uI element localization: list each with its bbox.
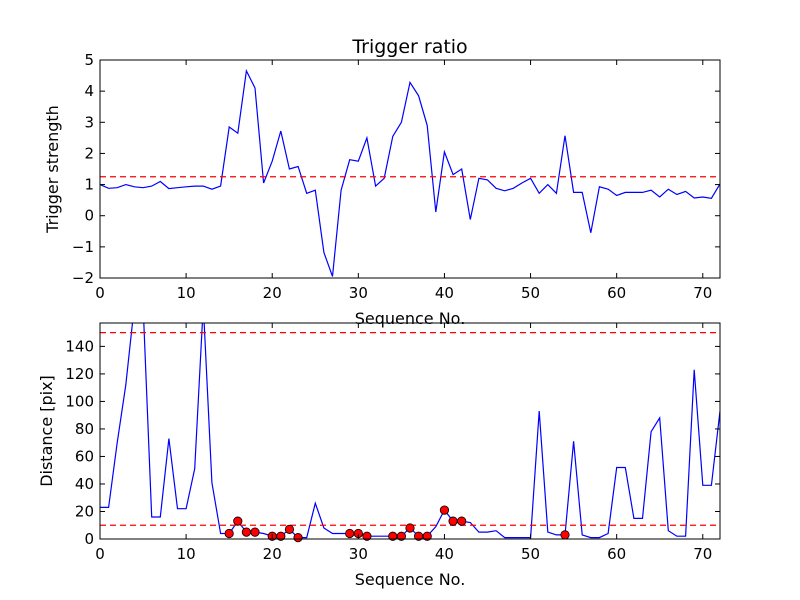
data-point-marker (284, 524, 295, 534)
data-point-marker (250, 527, 260, 537)
x-tick-label: 10 (177, 545, 196, 563)
x-tick-label: 0 (95, 545, 105, 563)
y-tick-label: 120 (65, 365, 94, 383)
data-point-marker (233, 516, 243, 526)
y-tick-label: 80 (75, 420, 94, 438)
data-point-marker (345, 528, 355, 539)
data-point-marker (448, 516, 458, 526)
data-point-marker (560, 530, 570, 540)
chart-title: Trigger ratio (351, 36, 467, 58)
x-axis-label: Sequence No. (355, 309, 466, 328)
trigger-strength-panel: Trigger ratio 0 10 20 30 40 50 60 70−2−1012345 … (43, 36, 721, 328)
data-point-marker (405, 523, 415, 533)
y-tick-label: −2 (72, 269, 94, 287)
trigger-plot-area: 0 10 20 30 40 50 60 70 −2 −1 0 1 2 3 4 5 (72, 51, 721, 302)
y-tick-label: 4 (84, 82, 94, 100)
y-tick-label: 60 (75, 447, 94, 465)
x-tick-label: 0 (95, 284, 105, 302)
data-point-marker (293, 533, 303, 543)
y-axis-label: Distance [pix] (37, 375, 56, 487)
y-tick-label: 0 (84, 207, 94, 225)
axes-frame (99, 59, 721, 279)
data-point-marker (224, 528, 234, 539)
y-tick-label: 1 (84, 176, 94, 194)
x-tick-label: 30 (349, 284, 368, 302)
y-tick-label: 0 (84, 530, 94, 548)
x-tick-label: 30 (349, 545, 368, 563)
data-point-marker (457, 516, 467, 526)
y-axis-label: Trigger strength (43, 105, 62, 234)
x-axis-label: Sequence No. (355, 570, 466, 589)
x-tick-label: 20 (263, 545, 282, 563)
axes-frame (99, 322, 721, 540)
y-tick-label: 100 (65, 392, 94, 410)
y-tick-label: 5 (84, 51, 94, 69)
x-tick-label: 20 (263, 284, 282, 302)
x-tick-label: 10 (177, 284, 196, 302)
y-tick-label: 2 (84, 144, 94, 162)
x-tick-label: 50 (521, 545, 540, 563)
y-tick-label: 20 (75, 502, 94, 520)
x-tick-label: 40 (435, 284, 454, 302)
distance-panel: 0 10 20 30 40 50 60 70 0 20 40 60 80 100 120 140 Sequen… (37, 322, 721, 589)
y-tick-label: 40 (75, 475, 94, 493)
y-tick-label: −1 (72, 238, 94, 256)
x-tick-label: 60 (607, 284, 626, 302)
data-point-marker (276, 531, 286, 541)
y-tick-label: 3 (84, 113, 94, 131)
data-point-marker (439, 505, 450, 515)
x-tick-label: 40 (435, 545, 454, 563)
x-tick-label: 60 (607, 545, 626, 563)
x-tick-label: 70 (693, 545, 712, 563)
y-tick-label: 140 (65, 337, 94, 355)
distance-plot-area: 0 10 20 30 40 50 60 70 0 20 40 60 80 100 120 140 (65, 322, 721, 563)
data-point-marker (362, 531, 372, 541)
x-tick-label: 50 (521, 284, 540, 302)
data-point-marker (422, 531, 432, 541)
series-line (100, 68, 720, 277)
x-tick-label: 70 (693, 284, 712, 302)
data-point-marker (396, 531, 406, 541)
data-point-marker (241, 527, 251, 537)
